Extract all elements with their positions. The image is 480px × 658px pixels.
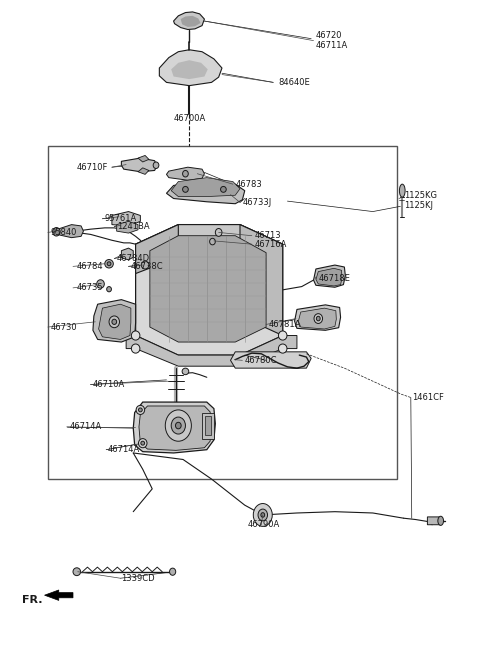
Polygon shape [171,178,240,197]
Text: 1125KG
1125KJ: 1125KG 1125KJ [404,191,437,210]
Ellipse shape [105,259,113,268]
Polygon shape [121,248,133,260]
Text: 46713: 46713 [254,231,281,240]
Text: 1241BA: 1241BA [117,222,149,231]
Polygon shape [316,268,342,286]
Ellipse shape [182,368,189,374]
Text: 84640E: 84640E [278,78,310,87]
Ellipse shape [73,568,81,576]
Polygon shape [139,406,212,450]
Text: 46738C: 46738C [131,262,164,271]
Polygon shape [136,224,283,257]
Text: FR.: FR. [22,595,42,605]
Ellipse shape [182,170,188,177]
Text: 46714A: 46714A [107,445,139,454]
Ellipse shape [141,261,149,269]
Ellipse shape [109,316,120,328]
Text: 95840: 95840 [50,228,77,237]
Polygon shape [230,352,311,368]
Text: 46784D: 46784D [117,254,150,263]
Ellipse shape [176,422,181,429]
Ellipse shape [216,228,222,236]
Ellipse shape [138,408,142,412]
Polygon shape [174,12,204,30]
Text: 46783: 46783 [235,180,262,189]
Polygon shape [126,336,297,367]
Ellipse shape [399,184,405,197]
Polygon shape [295,305,341,330]
Polygon shape [313,265,345,288]
Ellipse shape [253,503,272,526]
Ellipse shape [182,186,188,192]
Ellipse shape [53,228,60,236]
Ellipse shape [438,517,444,525]
Polygon shape [93,299,136,342]
Ellipse shape [171,417,185,434]
Text: 46710A: 46710A [93,380,125,389]
Polygon shape [167,180,245,204]
Ellipse shape [314,314,323,324]
Ellipse shape [169,568,176,575]
Ellipse shape [132,331,140,340]
Text: 1339CD: 1339CD [121,574,155,583]
Ellipse shape [210,238,216,245]
Ellipse shape [96,280,104,288]
Polygon shape [427,517,440,524]
Polygon shape [159,50,222,86]
Text: 46730: 46730 [50,322,77,332]
Ellipse shape [136,405,144,415]
Text: 95761A: 95761A [105,215,137,223]
Text: 46780C: 46780C [245,356,277,365]
Ellipse shape [132,344,140,353]
Bar [48,146,396,479]
Ellipse shape [107,287,111,291]
Text: 46716A: 46716A [254,240,287,249]
Ellipse shape [278,331,287,340]
Ellipse shape [261,513,264,517]
Ellipse shape [153,162,159,168]
Ellipse shape [220,186,226,192]
Polygon shape [136,224,179,274]
Polygon shape [150,236,266,342]
Polygon shape [171,60,208,79]
Bar [205,417,211,435]
Bar [202,413,214,439]
Text: 1461CF: 1461CF [412,393,444,402]
Polygon shape [121,158,157,172]
Text: 46718E: 46718E [318,274,350,283]
Polygon shape [57,224,84,238]
Ellipse shape [107,262,111,266]
Ellipse shape [112,319,117,324]
Ellipse shape [316,316,320,321]
Text: 46784: 46784 [76,262,103,271]
Text: 46781A: 46781A [268,320,301,329]
Polygon shape [240,224,283,336]
Ellipse shape [141,442,144,445]
Polygon shape [167,167,204,180]
Polygon shape [98,304,131,340]
Polygon shape [45,590,73,600]
Text: 46700A: 46700A [174,114,206,124]
Polygon shape [299,308,336,329]
Polygon shape [138,155,149,162]
Ellipse shape [278,344,287,353]
Ellipse shape [138,439,147,447]
Polygon shape [136,224,283,355]
Polygon shape [138,168,149,174]
Text: 46735: 46735 [76,284,103,292]
Polygon shape [112,212,140,226]
Polygon shape [117,221,138,233]
Text: 46714A: 46714A [69,422,101,432]
Text: 46733J: 46733J [242,198,272,207]
Polygon shape [133,402,216,453]
Ellipse shape [258,509,267,521]
Polygon shape [180,16,201,27]
Text: 46720
46711A: 46720 46711A [316,31,348,50]
Text: 46710F: 46710F [76,163,108,172]
Text: 46790A: 46790A [248,520,280,529]
Ellipse shape [165,410,192,442]
